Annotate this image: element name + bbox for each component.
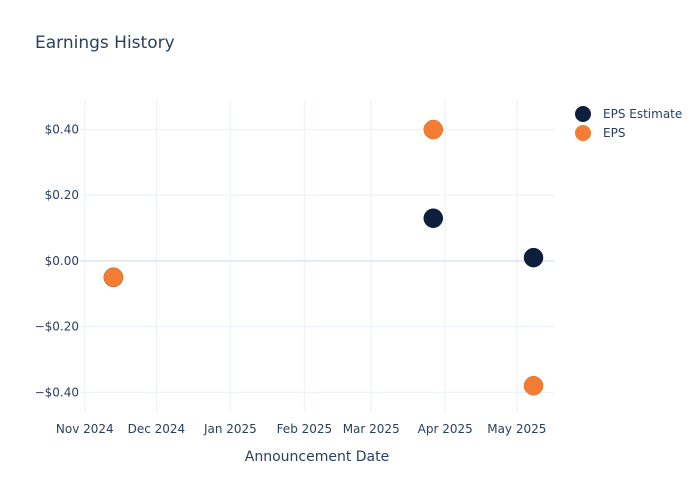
x-tick-label: Nov 2024	[56, 422, 114, 436]
legend: EPS Estimate EPS	[575, 106, 682, 141]
x-tick-label: May 2025	[487, 422, 546, 436]
eps-point[interactable]	[523, 375, 544, 396]
x-tick-label: Feb 2025	[277, 422, 333, 436]
eps-point[interactable]	[103, 267, 124, 288]
legend-marker-eps-estimate[interactable]	[575, 106, 591, 122]
x-tick-label: Mar 2025	[343, 422, 400, 436]
data-points	[103, 119, 544, 396]
y-tick-label: $0.00	[45, 254, 79, 268]
y-axis-ticks: −$0.40 −$0.20 $0.00 $0.20 $0.40	[35, 123, 79, 400]
grid-lines	[80, 100, 555, 412]
x-axis-ticks: Nov 2024 Dec 2024 Jan 2025 Feb 2025 Mar 2025…	[56, 422, 547, 436]
y-tick-label: −$0.20	[35, 320, 79, 334]
y-tick-label: $0.20	[45, 188, 79, 202]
x-tick-label: Apr 2025	[418, 422, 473, 436]
legend-label-eps[interactable]: EPS	[603, 126, 625, 140]
y-tick-label: $0.40	[45, 123, 79, 137]
eps-estimate-point[interactable]	[423, 208, 444, 228]
legend-label-eps-estimate[interactable]: EPS Estimate	[603, 107, 682, 121]
y-tick-label: −$0.40	[35, 385, 79, 399]
x-tick-label: Jan 2025	[203, 422, 257, 436]
x-tick-label: Dec 2024	[128, 422, 186, 436]
chart-title: Earnings History	[35, 33, 175, 53]
legend-marker-eps[interactable]	[575, 125, 591, 141]
eps-estimate-point[interactable]	[523, 247, 544, 268]
eps-point[interactable]	[423, 119, 444, 140]
x-axis-title: Announcement Date	[245, 449, 389, 465]
